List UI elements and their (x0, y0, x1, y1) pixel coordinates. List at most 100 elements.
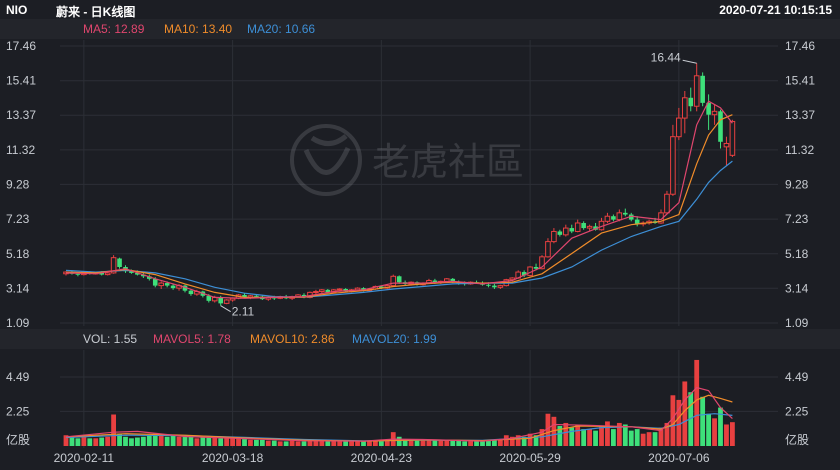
candle-body-up (158, 282, 164, 287)
volume-bar (301, 441, 307, 446)
moving-average-lines (65, 100, 733, 442)
price-tick-label-right: 9.28 (785, 177, 809, 191)
mavol20-label: MAVOL20: 1.99 (352, 332, 437, 346)
watermark-logo (290, 124, 362, 196)
price-tick-label-left: 3.14 (6, 281, 30, 295)
volume-bar (718, 407, 723, 446)
volume-bar (527, 433, 533, 446)
volume-bar (259, 439, 265, 446)
volume-bar (212, 437, 218, 446)
price-tick-label-left: 15.41 (6, 74, 36, 88)
volume-bar (218, 438, 224, 446)
candle-body-down (628, 214, 634, 220)
volume-bar (295, 441, 301, 446)
high-annotation-leader (682, 59, 697, 64)
candle-body-down (147, 276, 152, 279)
candle-body-down (521, 272, 527, 276)
vol-label: VOL: 1.55 (83, 332, 138, 346)
volume-bar (509, 436, 515, 446)
candle-body-down (593, 226, 598, 230)
candle-body-down (75, 273, 81, 275)
date-tick-label: 2020-02-11 (54, 451, 115, 465)
volume-bar (706, 413, 711, 446)
candle-body-down (129, 271, 134, 273)
candle-body-down (486, 284, 491, 286)
volume-ma-legend: VOL: 1.55 MAVOL5: 1.78 MAVOL10: 2.86 MAV… (0, 329, 840, 349)
volume-bar (414, 440, 420, 446)
volume-bar (456, 440, 462, 446)
volume-bar (206, 436, 212, 446)
volume-bar (277, 441, 283, 446)
date-tick-label: 2020-04-23 (351, 451, 413, 465)
volume-bar (152, 433, 158, 446)
volume-bar (503, 435, 509, 446)
volume-bar (480, 441, 485, 446)
volume-bar (63, 435, 69, 446)
volume-bar (670, 395, 676, 446)
candle-body-up (563, 227, 569, 236)
volume-bar (611, 429, 616, 446)
volume-bar (462, 441, 468, 446)
volume-bar (158, 435, 164, 446)
price-tick-label-left: 5.18 (6, 247, 30, 261)
volume-unit-label-right: 亿股 (785, 432, 809, 447)
volume-bar (486, 440, 491, 446)
candle-body-up (586, 225, 593, 229)
volume-bar (111, 414, 116, 446)
candle-body-down (188, 290, 194, 295)
volume-bar (319, 441, 325, 446)
volume-bar (349, 441, 354, 446)
candle-body-up (539, 256, 545, 270)
price-tick-label-right: 5.18 (785, 247, 809, 261)
volume-bar (420, 440, 426, 446)
volume-bar (248, 439, 253, 446)
price-tick-label-right: 1.09 (785, 316, 809, 330)
price-tick-label-left: 1.09 (6, 316, 30, 330)
timestamp: 2020-07-21 10:15:15 (719, 3, 832, 17)
candle-body-up (729, 120, 736, 156)
volume-bar (164, 436, 170, 446)
volume-bar (307, 439, 313, 446)
candle-body-down (623, 212, 628, 215)
volume-bar (87, 438, 93, 446)
candle-body-up (497, 285, 504, 288)
volume-bar (254, 439, 259, 446)
candle-body-down (718, 111, 723, 142)
volume-bar (93, 438, 99, 446)
volume-tick-label-right: 4.49 (785, 370, 809, 384)
volume-bar (515, 435, 521, 446)
volume-bar (646, 432, 652, 446)
volume-bar (450, 440, 456, 446)
volume-bars (63, 359, 735, 446)
candle-body-down (99, 272, 104, 275)
grid (60, 40, 778, 448)
chart-header: NIO 蔚来 - 日K线图 2020-07-21 10:15:15 (0, 0, 840, 19)
volume-bar (325, 441, 331, 446)
volume-bar (224, 438, 230, 446)
volume-bar (539, 429, 545, 446)
volume-bar (694, 359, 700, 446)
candle-body-up (319, 289, 325, 293)
volume-bar (688, 392, 694, 446)
volume-bar (622, 424, 628, 446)
watermark: 老虎社區 (290, 124, 524, 196)
volume-bar (176, 436, 182, 446)
candle-body-up (551, 230, 557, 243)
volume-bar (634, 429, 640, 446)
candle-body-up (313, 291, 319, 294)
candle-body-up (444, 278, 450, 282)
candle-body-down (450, 278, 456, 283)
volume-bar (265, 440, 271, 446)
candle-body-up (545, 241, 551, 258)
ma20-line (65, 160, 733, 298)
candle-body-down (152, 278, 158, 286)
candle-body-up (711, 110, 718, 116)
candle-body-down (242, 294, 247, 298)
ma20-label: MA20: 10.66 (247, 22, 316, 36)
candle-body-down (182, 285, 188, 291)
ma10-line (65, 114, 733, 298)
volume-bar (140, 436, 146, 446)
watermark-logo-mark (303, 134, 351, 175)
axis-labels: 17.46 17.46 15.41 15.41 13.37 13.37 11.32 11.32… (6, 39, 815, 465)
